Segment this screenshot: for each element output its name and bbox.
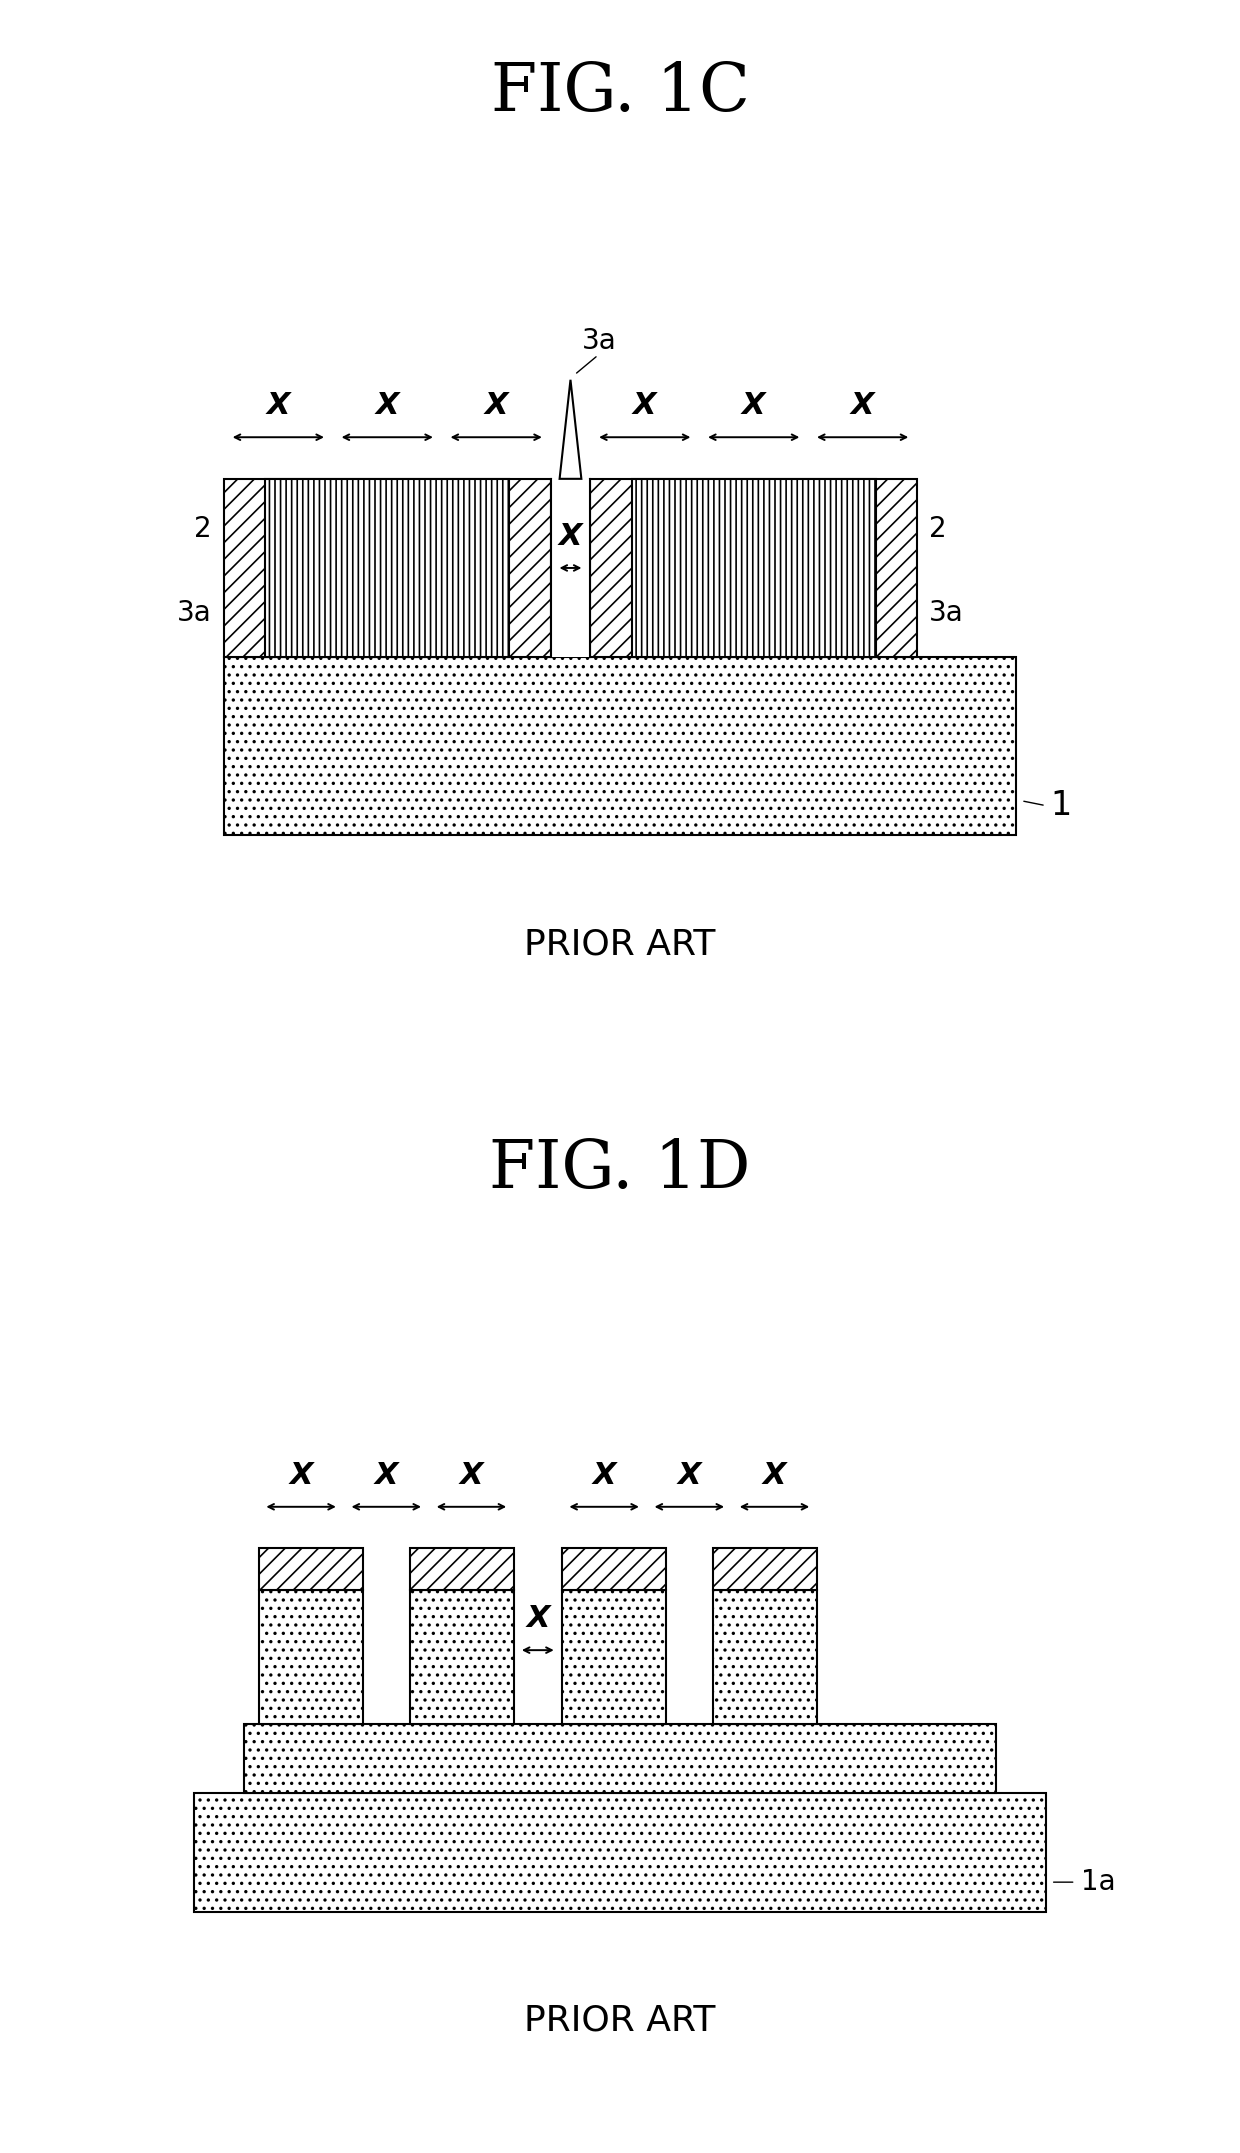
Text: 3a: 3a	[177, 599, 212, 627]
Text: 2: 2	[929, 515, 946, 543]
Bar	[590, 478, 918, 657]
Text: FIG. 1C: FIG. 1C	[491, 60, 749, 125]
Bar	[258, 1548, 362, 1589]
Text: 3a: 3a	[583, 327, 618, 355]
Text: 3a: 3a	[929, 599, 963, 627]
Bar	[195, 1793, 1045, 1912]
Text: X: X	[677, 1460, 701, 1490]
Text: X: X	[593, 1460, 616, 1490]
Bar	[562, 1548, 666, 1589]
Text: 1a: 1a	[1080, 1869, 1115, 1897]
Text: X: X	[460, 1460, 484, 1490]
Text: X: X	[374, 1460, 398, 1490]
Bar	[713, 1589, 817, 1725]
Text: 1: 1	[1050, 790, 1073, 822]
Text: 2: 2	[195, 515, 212, 543]
Bar	[562, 1589, 666, 1725]
Text: X: X	[267, 392, 290, 420]
Bar	[410, 1589, 515, 1725]
Bar	[258, 1589, 362, 1725]
Text: PRIOR ART: PRIOR ART	[525, 928, 715, 960]
Bar	[713, 1548, 817, 1589]
Bar	[410, 1548, 515, 1589]
Text: X: X	[289, 1460, 312, 1490]
Text: X: X	[632, 392, 656, 420]
Polygon shape	[559, 379, 582, 478]
Bar	[265, 478, 510, 657]
Text: PRIOR ART: PRIOR ART	[525, 2004, 715, 2037]
Text: X: X	[851, 392, 874, 420]
Text: X: X	[742, 392, 765, 420]
Bar	[243, 1725, 997, 1793]
Bar	[224, 478, 551, 657]
Text: FIG. 1D: FIG. 1D	[490, 1137, 750, 1201]
Text: X: X	[485, 392, 508, 420]
Bar	[632, 478, 875, 657]
Bar	[551, 478, 590, 657]
Text: X: X	[526, 1604, 549, 1632]
Bar	[224, 657, 1016, 835]
Text: X: X	[763, 1460, 786, 1490]
Text: X: X	[559, 521, 583, 551]
Text: X: X	[376, 392, 399, 420]
